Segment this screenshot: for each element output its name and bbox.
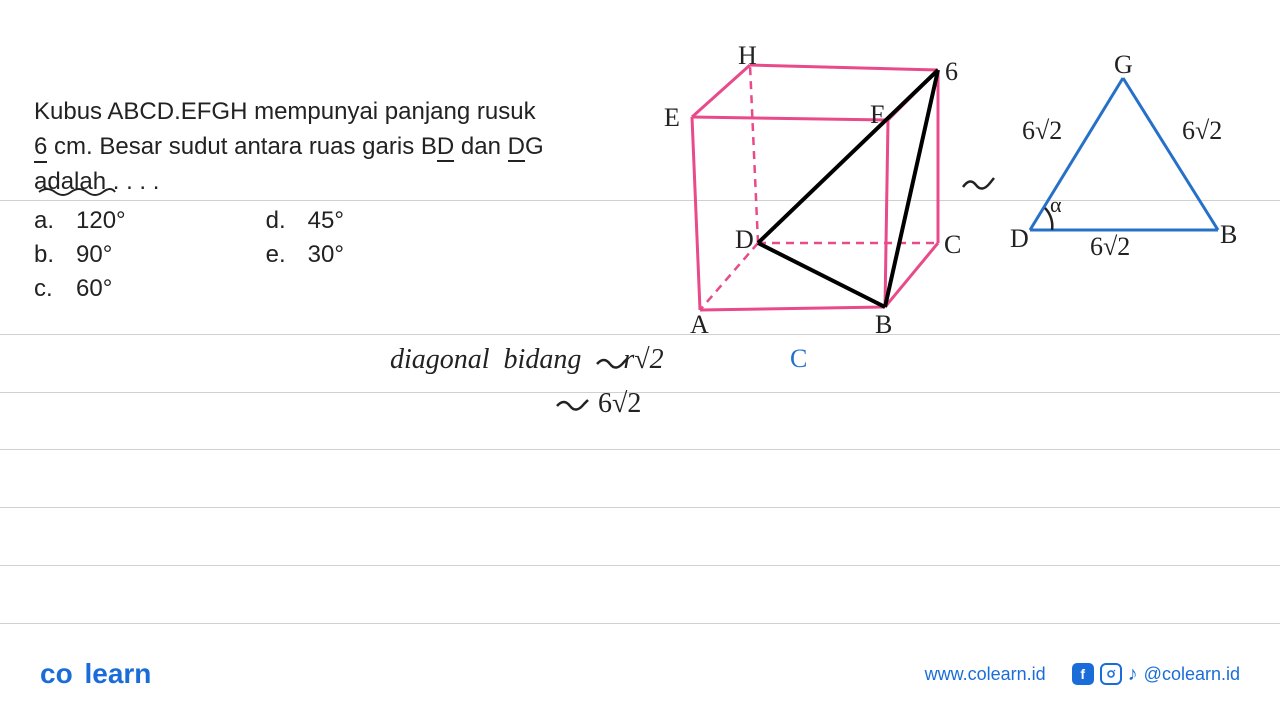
cube-label-b: B [875,310,892,340]
arrow-squiggle-icon-2 [554,396,592,414]
question-line-3: adalah . . . . [34,165,604,200]
triangle-side-left: 6√2 [1022,116,1062,146]
instagram-icon[interactable] [1100,663,1122,685]
underline-squiggle-icon [37,186,117,198]
facebook-icon[interactable]: f [1072,663,1094,685]
squiggle-icon [960,175,1000,195]
triangle-label-d: D [1010,224,1029,254]
cube-label-h: H [738,41,757,71]
question-line-1: Kubus ABCD.EFGH mempunyai panjang rusuk [34,95,604,130]
cube-label-a: A [690,310,709,340]
cube-label-c: C [944,230,961,260]
tiktok-icon[interactable]: ♪ [1128,663,1138,686]
triangle-angle-label: α [1050,192,1062,218]
answer-options: a. 120° b. 90° c. 60° d. 45° e. [34,207,604,303]
question-line-2: 6 cm. Besar sudut antara ruas garis BD d… [34,130,604,165]
triangle-side-bottom: 6√2 [1090,232,1130,262]
question-text-block: Kubus ABCD.EFGH mempunyai panjang rusuk … [34,95,604,303]
cube-svg [640,45,960,335]
cube-label-e: E [664,103,680,133]
footer-handle: @colearn.id [1144,664,1240,685]
option-b: b. 90° [34,241,126,269]
note-6root2: 6√2 [598,388,641,420]
option-d: d. 45° [266,207,344,235]
cube-label-g-corner: 6 [945,57,958,87]
triangle-label-g: G [1114,50,1133,80]
triangle-svg [1010,60,1240,260]
triangle-label-b: B [1220,220,1237,250]
colearn-logo: co learn [40,658,151,690]
footer-bar: co learn www.colearn.id f ♪ @colearn.id [0,658,1280,690]
option-e: e. 30° [266,241,344,269]
option-a: a. 120° [34,207,126,235]
cube-label-f: F [870,100,884,130]
option-c: c. 60° [34,275,126,303]
triangle-diagram: G D B 6√2 6√2 6√2 α [1010,60,1240,260]
cube-label-d: D [735,225,754,255]
footer-socials: f ♪ @colearn.id [1072,663,1240,686]
cube-diagram: A B C D E F 6 H [640,45,960,325]
footer-url[interactable]: www.colearn.id [925,664,1046,685]
triangle-side-right: 6√2 [1182,116,1222,146]
arrow-squiggle-icon [594,354,632,372]
blue-letter-c: C [790,344,807,374]
